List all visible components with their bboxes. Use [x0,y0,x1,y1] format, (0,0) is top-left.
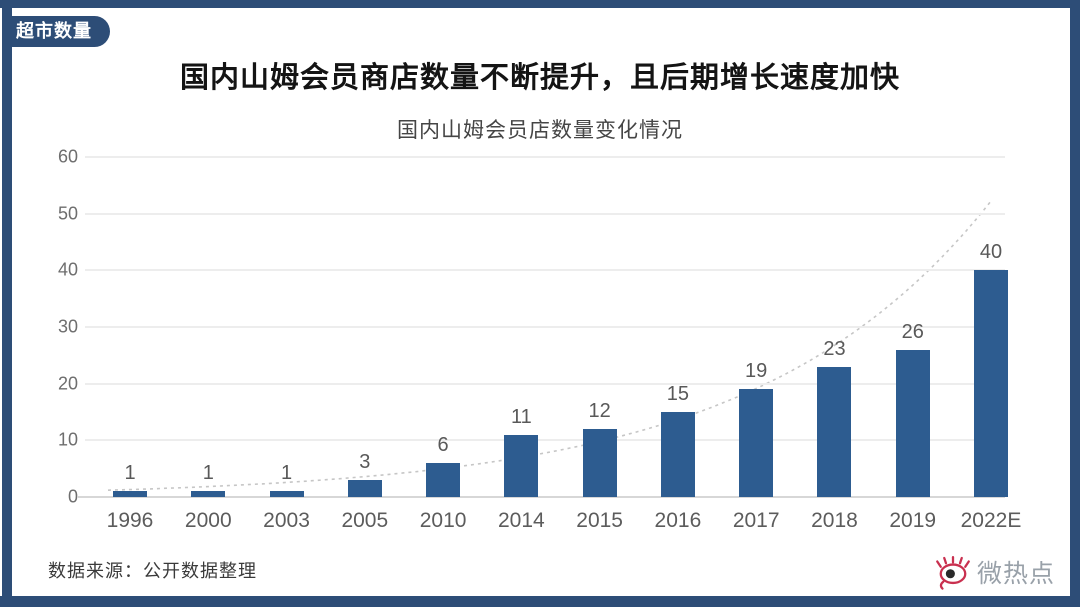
x-axis-tick-label: 1996 [106,509,154,532]
gridline [85,439,1005,442]
category-badge: 超市数量 [2,16,110,47]
bar-value-label: 19 [745,360,768,383]
bar-value-label: 3 [359,451,371,473]
gridline [85,269,1005,272]
x-axis-tick-label: 2018 [811,509,858,532]
x-axis-tick-label: 2005 [341,509,389,532]
frame-border-top [0,0,1080,8]
watermark-logo: 微热点 [932,549,1055,595]
x-axis-tick-label: 2016 [654,509,702,532]
x-axis-tick-label: 2000 [184,509,232,532]
y-axis-tick-label: 60 [57,146,78,167]
logo-text: 微热点 [977,560,1056,588]
x-axis-tick-label: 2022E [960,509,1022,532]
chart-title: 国内山姆会员店数量变化情况 [397,119,683,142]
x-axis-line [78,496,1005,498]
bar [817,366,852,497]
eye-logo-icon [936,555,970,590]
x-axis-tick-label: 2003 [263,509,310,532]
bar-value-label: 26 [901,320,924,343]
y-axis-tick-label: 50 [57,203,78,224]
gridline [85,212,1005,215]
y-axis-tick-label: 20 [57,373,78,394]
bar [739,389,774,497]
page-title: 国内山姆会员商店数量不断提升，且后期增长速度加快 [179,62,900,94]
bar [660,412,695,497]
bar-value-label: 1 [280,462,293,485]
bar-value-label: 6 [437,434,449,456]
bar [191,491,226,497]
y-axis-tick-label: 10 [57,429,78,450]
bar-value-label: 15 [666,383,690,405]
bar [113,491,147,497]
x-axis-tick-label: 2014 [498,509,545,532]
bar-value-label: 12 [588,400,611,422]
gridline [85,156,1005,158]
bar [426,463,461,497]
frame-border-right [1070,0,1080,607]
bar [347,480,382,497]
bar [974,270,1008,497]
gridline [85,382,1005,385]
bar [582,429,617,497]
x-axis-tick-label: 2015 [576,509,623,532]
frame-border-left [2,4,12,604]
frame-border-bottom [0,596,1080,607]
x-axis-tick-label: 2017 [732,509,780,532]
y-axis-tick-label: 30 [57,316,78,337]
x-axis-tick-label: 2010 [419,509,467,532]
data-source-note: 数据来源：公开数据整理 [48,561,257,581]
bar-value-label: 11 [510,405,532,428]
bar [504,434,539,497]
bar [269,491,304,497]
bar-value-label: 40 [979,241,1003,264]
bar-value-label: 1 [202,462,214,485]
y-axis-tick-label: 40 [57,259,78,280]
bar [895,349,930,497]
gridline [85,326,1005,328]
bar-value-label: 1 [124,462,136,485]
bar-value-label: 23 [823,337,846,360]
x-axis-tick-label: 2019 [889,509,937,532]
y-axis-tick-label: 0 [67,486,78,507]
